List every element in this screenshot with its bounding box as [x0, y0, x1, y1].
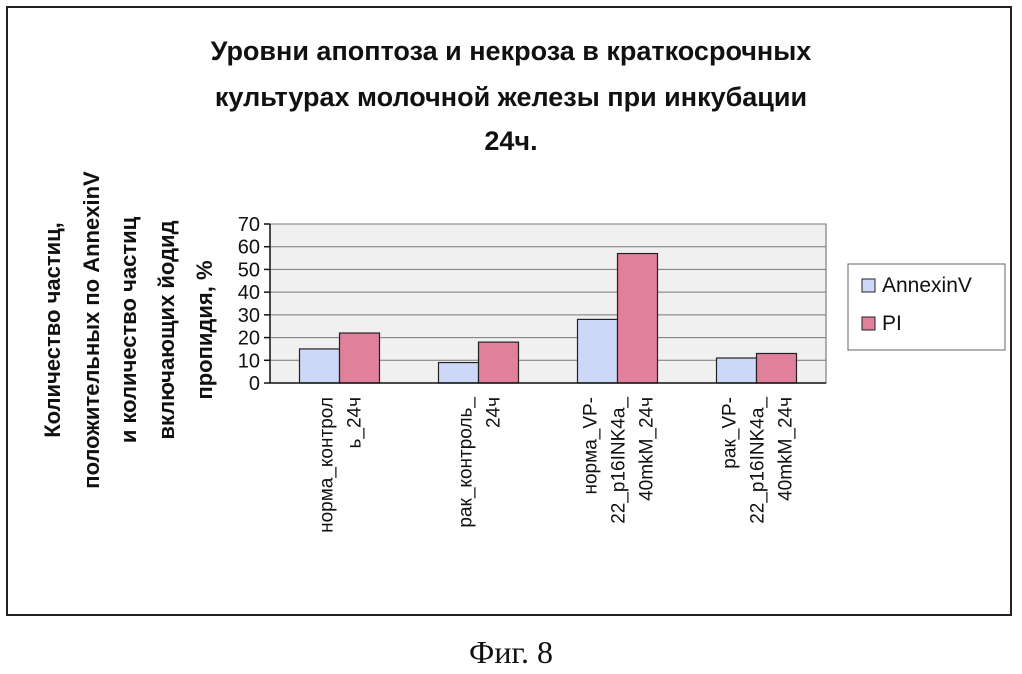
y-tick-label: 10	[238, 350, 260, 372]
x-category-label: 22_p16INK4a_	[748, 397, 769, 524]
y-tick-label: 30	[238, 305, 260, 327]
x-category-label: норма_контрол	[317, 397, 338, 533]
legend-label-annexinv: AnnexinV	[882, 274, 972, 297]
x-axis-categories: норма_контрол ь_24ч рак_контроль_ 24ч норма_…	[317, 397, 797, 533]
y-tick-label: 50	[238, 259, 260, 281]
y-tick-label: 60	[238, 237, 260, 259]
x-category-label: норма_VP-	[581, 397, 602, 495]
x-category-label: 40mkM_24ч	[637, 397, 658, 501]
legend-swatch-annexinv	[862, 279, 875, 292]
x-category-label: 40mkM_24ч	[776, 397, 797, 501]
y-tick-label: 40	[238, 282, 260, 304]
y-tick-label: 70	[238, 214, 260, 236]
figure-caption: Фиг. 8	[0, 634, 1022, 671]
y-axis-label: Количество частиц, положительных по Annex…	[40, 171, 217, 489]
x-category-label: 24ч	[484, 397, 505, 428]
x-category-label: рак_VP-	[720, 397, 741, 469]
x-category-label: ь_24ч	[345, 397, 366, 449]
y-axis-ticks: 010203040506070	[238, 214, 270, 395]
bar-pi-0	[340, 333, 380, 383]
y-axis-label-line: пропидия, %	[192, 260, 217, 399]
chart-title-line: 24ч.	[484, 126, 537, 156]
y-axis-label-line: включающих йодид	[154, 220, 179, 439]
chart-title-line: Уровни апоптоза и некроза в краткосрочны…	[211, 36, 812, 66]
legend-label-pi: PI	[882, 312, 902, 335]
bar-annexinv-1	[439, 363, 479, 383]
bar-pi-3	[757, 353, 797, 383]
x-category-label: рак_контроль_	[456, 397, 477, 528]
y-tick-label: 20	[238, 328, 260, 350]
x-category-label: 22_p16INK4a_	[609, 397, 630, 524]
y-axis-label-line: и количество частиц	[116, 216, 141, 443]
legend: AnnexinV PI	[848, 264, 1005, 350]
bar-annexinv-0	[300, 349, 340, 383]
chart-title: Уровни апоптоза и некроза в краткосрочны…	[211, 36, 812, 156]
bar-pi-2	[618, 254, 658, 383]
bar-annexinv-2	[578, 319, 618, 383]
bar-pi-1	[479, 342, 519, 383]
chart: Уровни апоптоза и некроза в краткосрочны…	[0, 0, 1022, 630]
legend-swatch-pi	[862, 317, 875, 330]
bar-annexinv-3	[717, 358, 757, 383]
y-axis-label-line: положительных по AnnexinV	[79, 171, 104, 489]
chart-title-line: культурах молочной железы при инкубации	[215, 82, 807, 112]
y-tick-label: 0	[249, 373, 260, 395]
y-axis-label-line: Количество частиц,	[40, 222, 65, 438]
